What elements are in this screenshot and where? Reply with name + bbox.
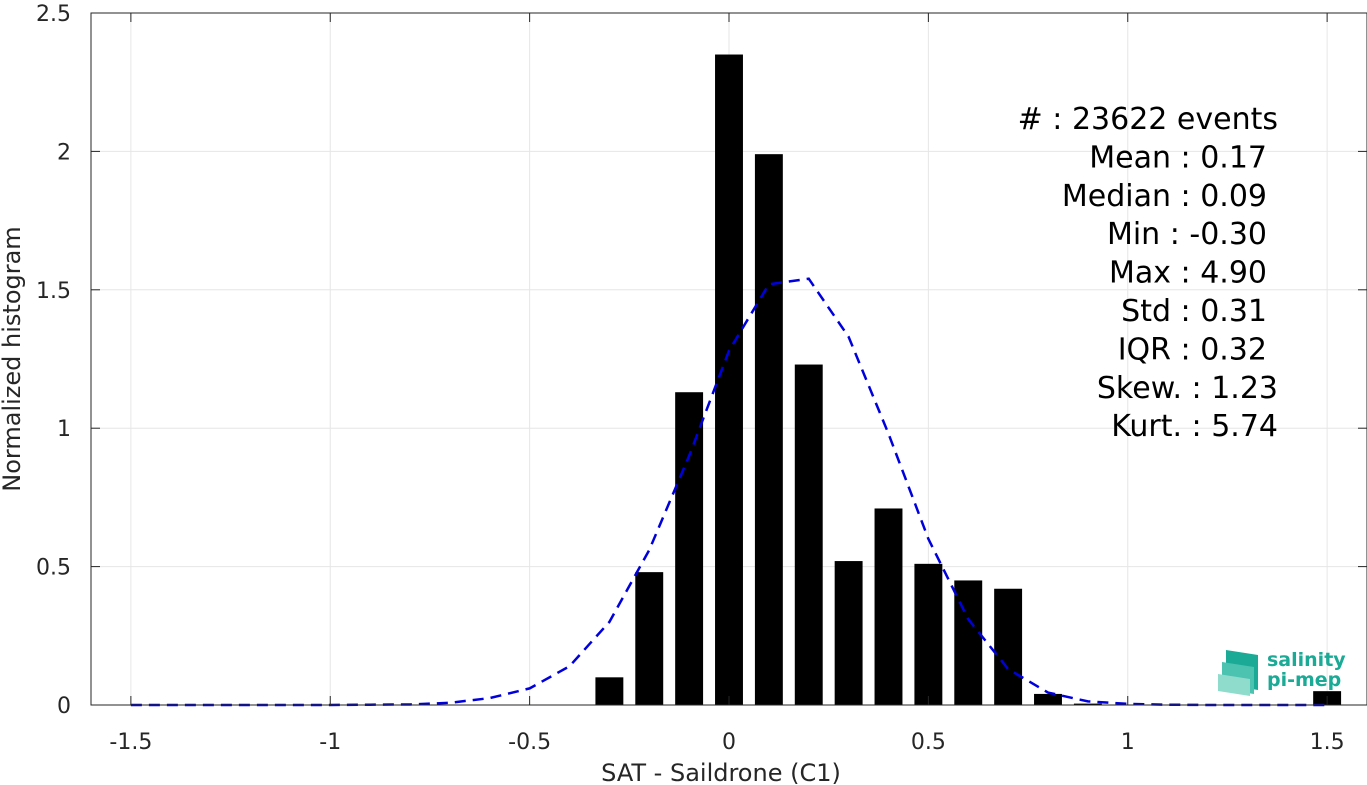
tick-labels: -1.5 -1 -0.5 0 0.5 1 1.5 0 0.5 1 1.5 2 2.5 <box>36 2 1345 755</box>
y-tick-label: 2 <box>57 140 71 165</box>
logo-text-salinity: salinity <box>1267 649 1346 671</box>
stats-line: Std : 0.31 <box>1121 294 1267 329</box>
stats-line: Min : -0.30 <box>1107 217 1267 252</box>
y-tick-label: 0 <box>57 694 71 719</box>
stats-line: Mean : 0.17 <box>1089 140 1267 175</box>
histogram-bar <box>954 580 983 705</box>
histogram-bar <box>715 54 743 705</box>
salinity-pi-mep-logo: salinity pi-mep <box>1218 649 1346 696</box>
stats-line: Kurt. : 5.74 <box>1111 409 1278 444</box>
histogram-bar <box>834 561 863 705</box>
y-tick-label: 2.5 <box>36 2 71 27</box>
stats-line: Median : 0.09 <box>1062 179 1267 214</box>
stats-line: IQR : 0.32 <box>1118 332 1267 367</box>
histogram-bar <box>635 572 664 705</box>
x-tick-label: -1.5 <box>109 730 152 755</box>
x-tick-label: 0.5 <box>911 730 946 755</box>
x-tick-label: -0.5 <box>508 730 551 755</box>
histogram-bar <box>1034 693 1062 705</box>
stats-line: Skew. : 1.23 <box>1097 371 1278 406</box>
histogram-bar <box>794 364 823 705</box>
y-tick-label: 1 <box>57 417 71 442</box>
x-tick-label: 1.5 <box>1310 730 1345 755</box>
axes <box>90 12 1367 706</box>
x-tick-label: 1 <box>1121 730 1135 755</box>
histogram-bar <box>874 508 903 705</box>
y-tick-label: 1.5 <box>36 279 71 304</box>
histogram-bar <box>994 588 1023 705</box>
x-tick-label: 0 <box>722 730 736 755</box>
x-tick-label: -1 <box>319 730 341 755</box>
histogram-bar <box>1073 703 1102 705</box>
histogram-bar <box>754 154 783 706</box>
y-tick-label: 0.5 <box>36 556 71 581</box>
stats-line: Max : 4.90 <box>1109 256 1267 291</box>
logo-text-pi-mep: pi-mep <box>1267 669 1341 691</box>
histogram-bar <box>675 392 704 705</box>
stats-line: # : 23622 events <box>1018 102 1278 137</box>
histogram-bar <box>914 563 943 705</box>
x-axis-label: SAT - Saildrone (C1) <box>601 759 841 785</box>
histogram-bar <box>595 677 624 705</box>
y-axis-label: Normalized histogram <box>0 226 26 491</box>
histogram-bars <box>595 54 1342 706</box>
wave-logo-icon <box>1218 650 1258 696</box>
